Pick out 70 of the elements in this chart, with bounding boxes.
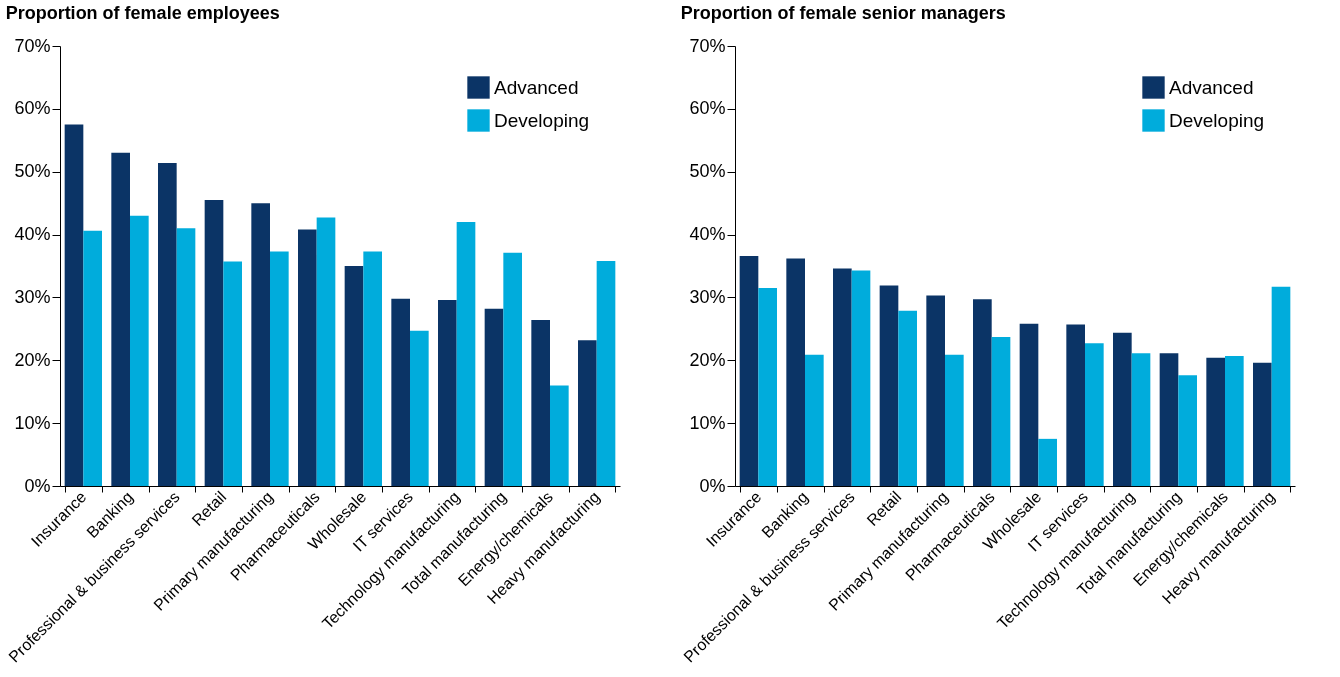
bar (898, 310, 917, 486)
bar (176, 228, 196, 486)
bar (83, 230, 102, 486)
bar (739, 255, 759, 486)
bar (438, 299, 457, 486)
bar (456, 222, 476, 486)
bar (786, 258, 805, 486)
bar (1253, 362, 1272, 486)
legend-label: Developing (1169, 109, 1265, 131)
bar (503, 252, 522, 486)
y-tick-label: 70% (14, 35, 51, 56)
bar (270, 251, 289, 486)
bar (204, 200, 224, 486)
bar (596, 260, 616, 486)
bar (991, 337, 1011, 486)
bar (130, 215, 149, 486)
y-tick-label: 50% (14, 161, 51, 182)
y-tick-label: 30% (14, 286, 51, 307)
bar (1019, 323, 1039, 486)
bar (1066, 324, 1085, 486)
bar (1178, 375, 1197, 486)
bar (833, 268, 852, 486)
y-tick-label: 70% (689, 35, 726, 56)
bar (64, 124, 84, 486)
y-tick-label: 20% (689, 349, 726, 370)
y-tick-label: 60% (689, 98, 726, 119)
bar (758, 288, 777, 486)
bar (926, 295, 945, 486)
y-tick-label: 40% (14, 224, 51, 245)
y-tick-label: 40% (689, 224, 726, 245)
bar (251, 203, 270, 486)
bar (1206, 357, 1225, 486)
bar (298, 229, 317, 486)
bar (1038, 438, 1057, 486)
bar (363, 251, 382, 486)
bar (550, 385, 569, 486)
bar (851, 270, 871, 486)
y-tick-label: 30% (689, 286, 726, 307)
bar (578, 340, 597, 486)
bar (1159, 353, 1179, 486)
y-tick-label: 10% (14, 412, 51, 433)
bar (223, 261, 242, 486)
y-tick-label: 0% (699, 475, 726, 496)
chart-title: Proportion of female employees (5, 3, 280, 23)
chart-title: Proportion of female senior managers (680, 3, 1006, 23)
bar (391, 298, 410, 486)
legend-label: Developing (494, 109, 590, 131)
bar (1085, 343, 1104, 486)
y-tick-label: 60% (14, 98, 51, 119)
bar (344, 266, 364, 486)
bar (111, 152, 130, 486)
bar (531, 320, 550, 486)
y-tick-label: 10% (689, 412, 726, 433)
bar (879, 285, 899, 486)
y-tick-label: 50% (689, 161, 726, 182)
y-tick-label: 0% (24, 475, 51, 496)
bar (973, 299, 992, 486)
bar (945, 354, 964, 486)
bar (805, 354, 824, 486)
bar (316, 217, 336, 486)
bar (1271, 286, 1291, 486)
bar (1113, 332, 1132, 486)
bar (158, 162, 177, 486)
legend-label: Advanced (1169, 76, 1254, 98)
y-tick-label: 20% (14, 349, 51, 370)
bar (410, 330, 429, 486)
legend-label: Advanced (494, 76, 579, 98)
bar (1131, 353, 1151, 486)
bar (484, 308, 504, 486)
bar (1225, 355, 1244, 486)
